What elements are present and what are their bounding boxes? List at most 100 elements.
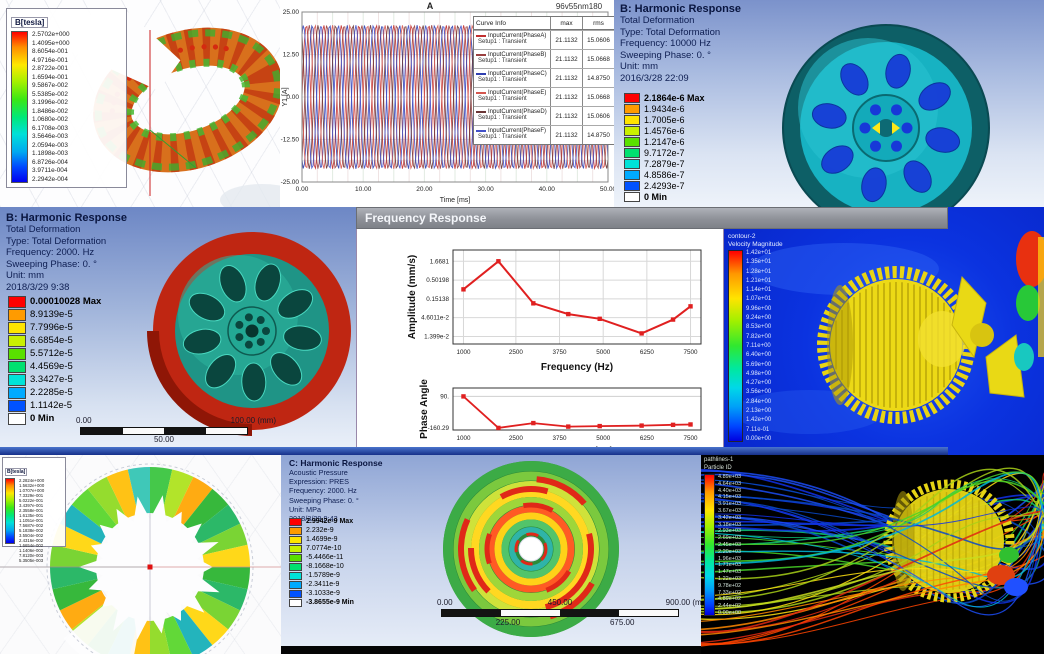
legend-value: 7.8120e-003 xyxy=(19,553,44,558)
ruler-bar xyxy=(441,609,679,617)
rms-value: 15.0668 xyxy=(582,88,614,106)
velocity-contour-art xyxy=(734,231,1044,434)
table-row: InputCurrent(PhaseD) Setup1 : Transient 21… xyxy=(474,106,614,125)
rms-value: 14.8750 xyxy=(582,69,614,87)
table-header: Curve Info max rms xyxy=(474,17,614,30)
window-titlebar[interactable]: Frequency Response xyxy=(356,207,948,229)
legend-value: 4.98e+00 xyxy=(746,370,772,377)
acoustic-disc-art xyxy=(443,461,619,637)
legend-value: 1.4095e+000 xyxy=(32,39,70,47)
legend-subtitle: Particle ID xyxy=(704,464,732,471)
table-row: InputCurrent(PhaseB) Setup1 : Transient 21… xyxy=(474,49,614,68)
legend-value: 0 Min xyxy=(30,413,55,424)
curve-setup: Setup1 : Transient xyxy=(478,96,527,102)
max-value: 21.1132 xyxy=(550,107,582,125)
legend-value: 3.5646e-003 xyxy=(32,133,68,141)
legend-value: 4.15e+03 xyxy=(718,494,742,501)
legend-value: 0.00e+00 xyxy=(718,609,742,616)
curve-cell: InputCurrent(PhaseC) Setup1 : Transient xyxy=(474,69,550,87)
panel-harmonic-2000hz: B: Harmonic Response Total Deformation Ty… xyxy=(0,207,356,455)
legend-row: 2.4293e-7 xyxy=(624,180,705,191)
legend-value: 1.9434e-6 xyxy=(644,103,685,114)
legend-row: 1.1142e-5 xyxy=(8,399,101,412)
curve-swatch xyxy=(476,92,486,94)
legend-row: 1.4576e-6 xyxy=(624,125,705,136)
legend-value: -8.1668e-10 xyxy=(306,563,344,570)
legend-value: 1.47e+03 xyxy=(718,569,742,576)
result-info-line: Sweeping Phase: 0. ° xyxy=(6,258,97,270)
streamlines-art xyxy=(701,467,1044,647)
rms-value: 14.8750 xyxy=(582,126,614,144)
y-axis-label: Amplitude (mm/s) xyxy=(407,255,418,339)
legend-value: -5.4466e-11 xyxy=(306,554,344,561)
legend-row: 5.5712e-5 xyxy=(8,347,101,360)
panel-stator-flux: B[tesla] 2.2824e+000 1.5632e+000 1.0707e+0… xyxy=(0,455,281,654)
legend-value: 6.1708e-003 xyxy=(32,124,68,132)
legend-color-cell xyxy=(289,571,302,580)
window-edge-strip xyxy=(0,447,948,455)
legend-color-cell xyxy=(624,191,640,202)
legend-value: 1.0707e+000 xyxy=(19,488,45,493)
legend-value: 1.6594e-001 xyxy=(32,73,68,81)
ruler-label: 0.00 xyxy=(437,598,453,607)
legend-value: 2.4293e-7 xyxy=(644,180,685,191)
legend-color-cell xyxy=(289,535,302,544)
x-tick: 7500 xyxy=(684,349,699,356)
legend-color-cell xyxy=(289,598,302,607)
legend-value: 1.28e+01 xyxy=(746,268,772,275)
legend-value: 7.11e+00 xyxy=(746,342,771,349)
table-row: InputCurrent(PhaseE) Setup1 : Transient 21… xyxy=(474,87,614,106)
panel-particle-pathlines: pathlines-1 Particle ID 4.89e+03 4.64e+03… xyxy=(701,455,1044,654)
legend-value: 1.0680e-002 xyxy=(32,116,68,124)
x-axis-label: Time [ms] xyxy=(440,197,471,204)
legend-value: 1.4576e-6 xyxy=(644,125,685,136)
legend-value: 8.6054e-001 xyxy=(32,48,68,56)
legend-value: 0.00010028 Max xyxy=(30,296,102,307)
legend-color-cell xyxy=(624,103,640,114)
result-info-line: Frequency: 2000. Hz xyxy=(6,247,95,258)
x-tick: 7500 xyxy=(684,435,699,442)
legend-value: 1.35e+01 xyxy=(746,259,772,266)
chart-title: A xyxy=(427,1,434,11)
result-info-line: Expression: PRES xyxy=(289,477,350,487)
legend-value: 1.1051e-001 xyxy=(19,518,44,523)
color-scale-bar xyxy=(5,478,15,544)
scale-ruler: 0.00 450.00 900.00 (mm) 225.00 675.00 xyxy=(437,598,701,627)
table-row: InputCurrent(PhaseF) Setup1 : Transient 21… xyxy=(474,125,614,144)
curve-swatch xyxy=(476,130,486,132)
contour-legend: 2.1864e-6 Max 1.9434e-6 1.7005e-6 1.4576e-6… xyxy=(624,92,705,202)
panel-acoustic-pressure: C: Harmonic Response Acoustic Pressure Ex… xyxy=(281,455,701,654)
legend-row: 4.8586e-7 xyxy=(624,169,705,180)
x-tick: 30.00 xyxy=(477,186,494,193)
legend-value: 4.64e+03 xyxy=(718,480,742,487)
legend-color-cell xyxy=(624,114,640,125)
result-title: B: Harmonic Response xyxy=(620,3,742,15)
legend-subtitle: Velocity Magnitude xyxy=(728,240,783,248)
x-tick: 20.00 xyxy=(416,186,433,193)
legend-color-cell xyxy=(624,158,640,169)
legend-row: 2.1864e-6 Max xyxy=(624,92,705,103)
legend-color-cell xyxy=(289,580,302,589)
legend-values: 2.5702e+000 1.4095e+000 8.6054e-001 4.9716e… xyxy=(32,31,70,183)
result-title: B: Harmonic Response xyxy=(6,212,128,224)
legend-values: 4.89e+03 4.64e+03 4.40e+03 4.15e+03 3.91e+03… xyxy=(718,474,741,616)
legend-values: 1.42e+01 1.35e+01 1.28e+01 1.21e+01 1.14e+01… xyxy=(746,250,771,442)
legend-value: -3.1033e-9 xyxy=(306,590,340,597)
legend-row: -3.8655e-9 Min xyxy=(289,598,354,607)
stator-field-art xyxy=(0,463,281,654)
curve-cell: InputCurrent(PhaseB) Setup1 : Transient xyxy=(474,50,550,68)
result-info-block: B: Harmonic Response Total Deformation Ty… xyxy=(620,3,741,84)
x-tick: 3750 xyxy=(553,435,568,442)
curve-swatch xyxy=(476,73,486,75)
legend-row: 3.3427e-5 xyxy=(8,373,101,386)
legend-value: 1.07e+01 xyxy=(746,296,772,303)
legend-color-cell xyxy=(8,321,26,334)
legend-value: 3.67e+03 xyxy=(718,507,742,514)
legend-value: 1.4699e-9 xyxy=(306,536,338,543)
legend-value: 1.21e+01 xyxy=(746,277,772,284)
legend-title: B[tesla] xyxy=(11,17,49,28)
legend-value: -2.3411e-9 xyxy=(306,581,340,588)
max-value: 21.1132 xyxy=(550,31,582,49)
curve-name-line: InputCurrent(PhaseC) xyxy=(476,71,550,77)
column-header: max xyxy=(550,17,582,29)
